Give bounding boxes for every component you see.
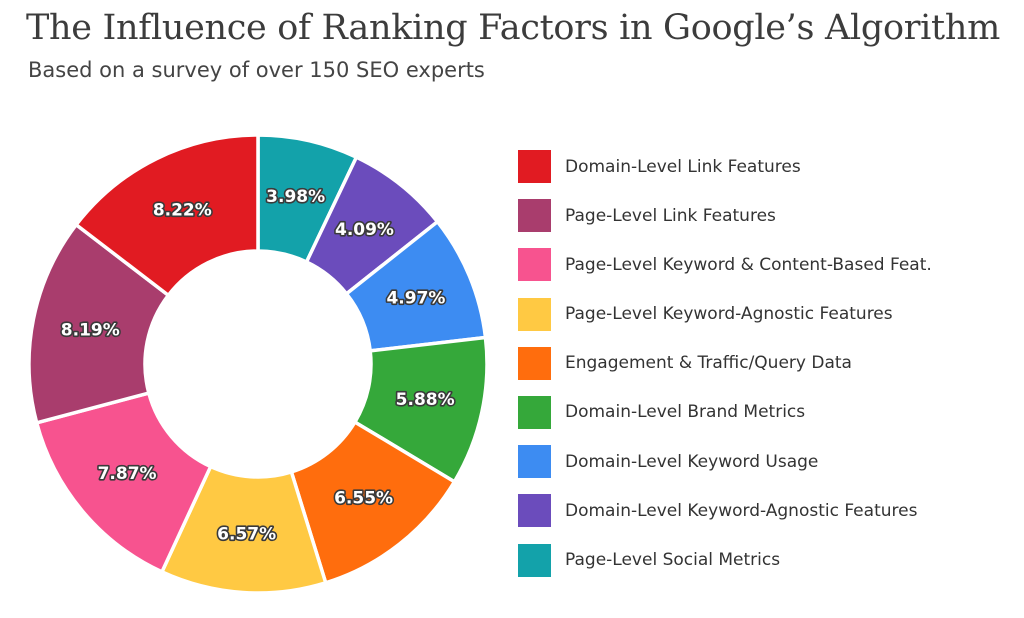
legend-swatch [518, 395, 551, 429]
slice-value-label: 6.57% [217, 525, 276, 545]
legend-item: Domain-Level Keyword-Agnostic Features [518, 493, 932, 528]
chart-subtitle: Based on a survey of over 150 SEO expert… [28, 58, 485, 82]
legend-label: Domain-Level Brand Metrics [565, 402, 806, 423]
legend-item: Domain-Level Link Features [518, 149, 932, 184]
slice-value-label: 6.55% [334, 489, 393, 509]
legend-label: Page-Level Keyword & Content-Based Feat. [565, 254, 932, 275]
legend-label: Page-Level Social Metrics [565, 550, 781, 570]
legend-swatch [518, 248, 551, 282]
slice-value-label: 7.87% [98, 464, 157, 484]
legend-swatch [518, 297, 551, 331]
slice-value-label: 8.19% [61, 321, 120, 341]
legend-item: Page-Level Keyword-Agnostic Features [518, 297, 932, 332]
slice-value-label: 4.09% [335, 220, 394, 240]
legend-swatch [518, 199, 551, 233]
legend-swatch [518, 346, 551, 380]
legend-item: Domain-Level Keyword Usage [518, 444, 932, 479]
legend-swatch [518, 150, 551, 183]
legend-item: Page-Level Keyword & Content-Based Feat. [518, 247, 932, 282]
slice-value-label: 4.97% [386, 288, 445, 308]
legend-item: Page-Level Social Metrics [518, 543, 932, 578]
legend-label: Engagement & Traffic/Query Data [565, 353, 852, 374]
legend-label: Page-Level Link Features [565, 205, 776, 226]
legend-item: Engagement & Traffic/Query Data [518, 346, 932, 381]
slice-value-label: 5.88% [396, 390, 455, 410]
legend-label: Domain-Level Link Features [565, 156, 801, 177]
slice-value-label: 3.98% [266, 187, 325, 207]
legend-item: Domain-Level Brand Metrics [518, 395, 932, 430]
legend-label: Page-Level Keyword-Agnostic Features [565, 304, 893, 325]
legend-swatch [518, 543, 551, 577]
legend-item: Page-Level Link Features [518, 198, 932, 233]
legend-label: Domain-Level Keyword Usage [565, 451, 819, 472]
donut-slice [74, 133, 260, 298]
legend-swatch [518, 494, 551, 528]
chart-title: The Influence of Ranking Factors in Goog… [26, 8, 1000, 48]
donut-slice-labels: 3.98% 4.09% 4.97% 5.88% 6.55% 6.57% 7.87% 8.19%… [59, 186, 456, 547]
donut-slice [27, 222, 171, 425]
donut-slices [27, 133, 489, 595]
legend-label: Domain-Level Keyword-Agnostic Features [565, 500, 918, 521]
slice-value-label: 8.22% [153, 201, 212, 221]
chart-legend: Domain-Level Link Features Page-Level Lin… [518, 149, 932, 592]
legend-swatch [518, 445, 551, 479]
